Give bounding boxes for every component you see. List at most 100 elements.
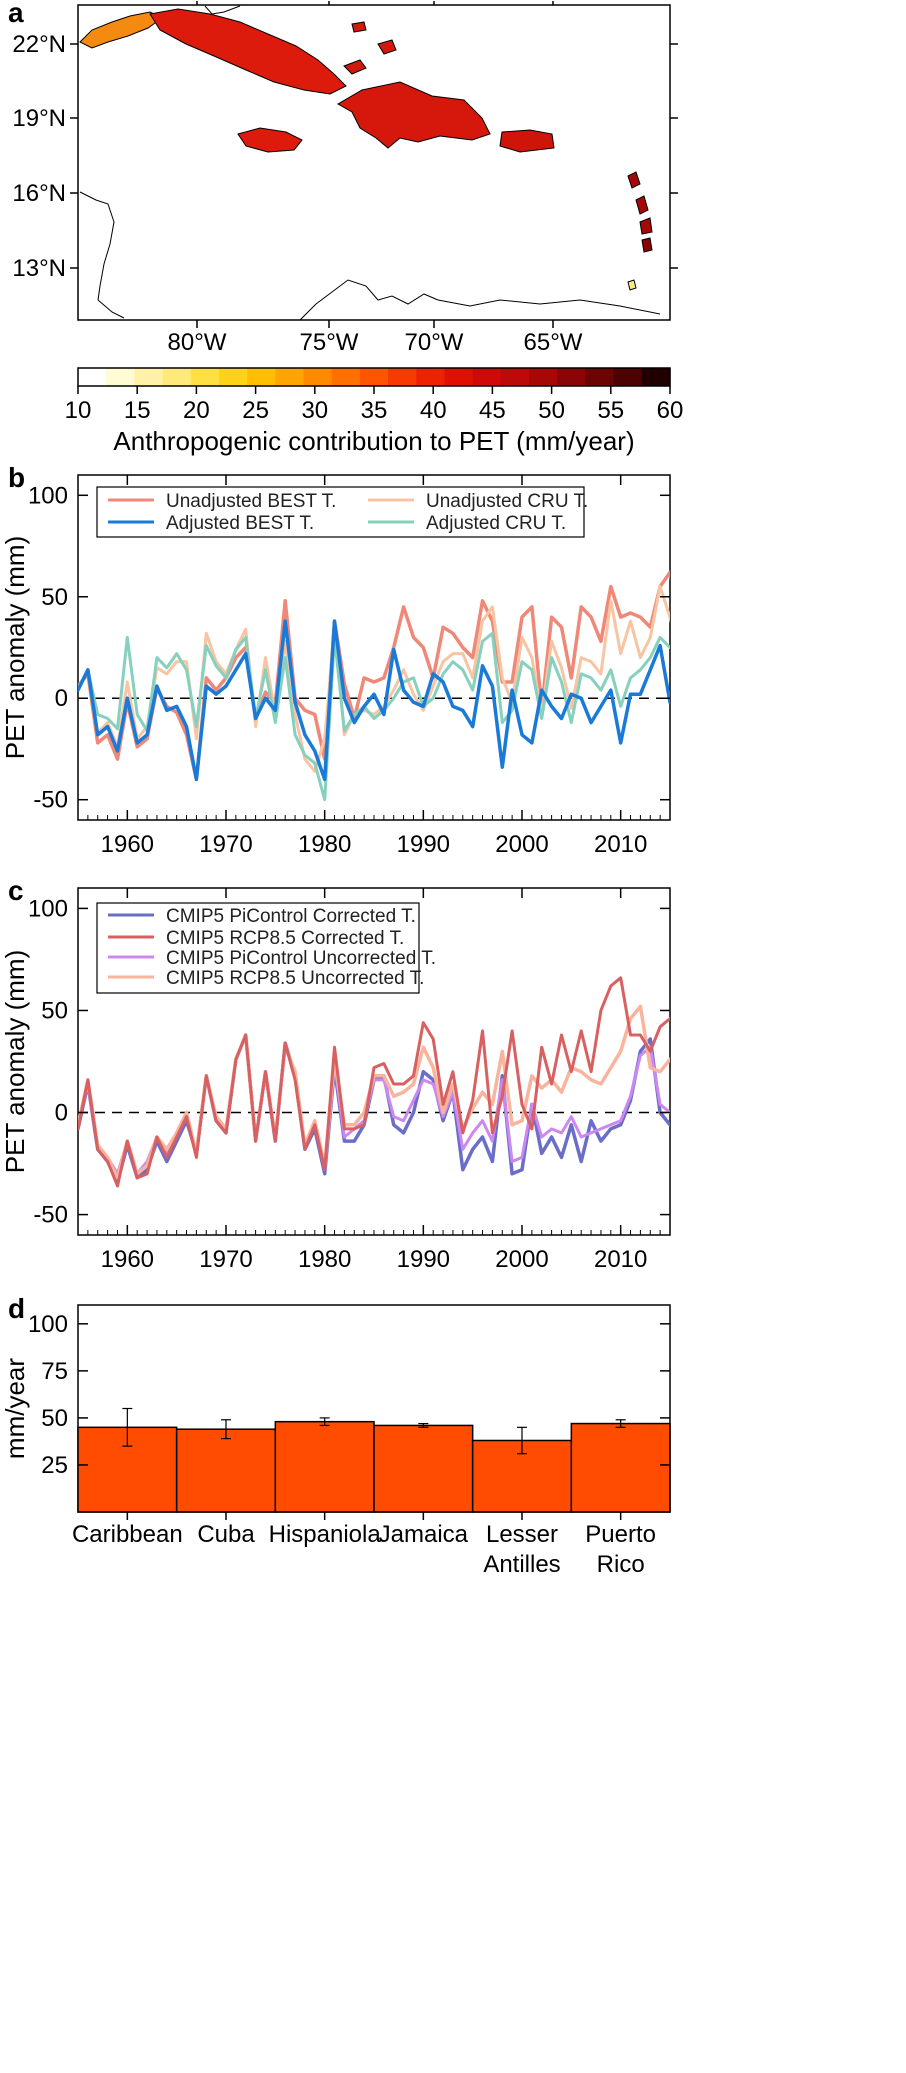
- legend-entry: CMIP5 RCP8.5 Corrected T.: [166, 928, 404, 949]
- colorbar-segment: [275, 368, 305, 386]
- x-tick-label: 2000: [495, 1246, 548, 1273]
- colorbar-segment: [106, 368, 135, 386]
- colorbar-segment: [416, 368, 446, 386]
- lon-tick-label: 75°W: [300, 329, 359, 356]
- series-line-3: [78, 619, 670, 782]
- island-hispaniola: [337, 81, 491, 149]
- island-lesser-5: [627, 279, 637, 291]
- colorbar-label: Anthropogenic contribution to PET (mm/ye…: [113, 426, 634, 456]
- x-tick-label: Jamaica: [379, 1521, 469, 1548]
- series-group: [78, 976, 670, 1188]
- colorbar-tick-label: 30: [301, 397, 328, 424]
- panel-label-b: b: [8, 462, 25, 493]
- x-tick-label: 1980: [298, 1246, 351, 1273]
- bar-5: [570, 1422, 671, 1513]
- coast-florida: [204, 5, 241, 15]
- series-line-2: [78, 1004, 670, 1180]
- colorbar-segment: [359, 368, 389, 386]
- y-axis-label: mm/year: [0, 1358, 30, 1459]
- y-tick-label: 100: [28, 1311, 68, 1338]
- y-tick-label: 100: [28, 482, 68, 509]
- colorbar-segment: [78, 368, 107, 386]
- x-tick-label: Rico: [597, 1551, 645, 1578]
- island-bahamas-3: [351, 21, 367, 33]
- series-line-3: [78, 976, 670, 1188]
- lat-tick-label: 19°N: [12, 105, 66, 132]
- lat-tick-label: 22°N: [12, 31, 66, 58]
- map-frame: [77, 4, 671, 321]
- island-lesser-3: [639, 217, 653, 235]
- colorbar-tick-label: 60: [657, 397, 684, 424]
- legend-entry: Adjusted CRU T.: [426, 513, 566, 534]
- x-tick-label: Hispaniola: [269, 1521, 382, 1548]
- legend-entry: Unadjusted BEST T.: [166, 491, 336, 512]
- x-tick-label: Antilles: [483, 1551, 560, 1578]
- panel-a-map: a 22°N 19°N 16°N 13°N 80°W 75°W 70°W 65°W 10 15 20 2…: [8, 0, 683, 456]
- y-tick-label: 50: [41, 1405, 68, 1432]
- colorbar-tick-label: 50: [538, 397, 565, 424]
- y-axis-label: PET anomaly (mm): [0, 950, 30, 1173]
- legend-entry: Adjusted BEST T.: [166, 513, 314, 534]
- y-tick-label: -50: [33, 1202, 68, 1229]
- y-tick-label: 50: [41, 584, 68, 611]
- coast-honduras: [97, 299, 125, 319]
- island-lesser-2: [635, 195, 649, 215]
- island-puerto-rico: [499, 129, 555, 153]
- coast-colombia: [299, 279, 439, 321]
- x-tick-label: Caribbean: [72, 1521, 183, 1548]
- y-tick-label: 0: [55, 685, 68, 712]
- island-lesser-1: [627, 171, 641, 189]
- lat-tick-label: 13°N: [12, 255, 66, 282]
- x-tick-label: 2000: [495, 831, 548, 858]
- colorbar-segment: [613, 368, 643, 386]
- x-tick-label: 2010: [594, 1246, 647, 1273]
- y-tick-label: 25: [41, 1452, 68, 1479]
- colorbar-segment: [472, 368, 502, 386]
- x-tick-label: 1980: [298, 831, 351, 858]
- colorbar-segment: [388, 368, 417, 386]
- lon-tick-label: 65°W: [524, 329, 583, 356]
- y-tick-label: -50: [33, 787, 68, 814]
- legend-frame: [96, 486, 585, 538]
- y-tick-label: 100: [28, 895, 68, 922]
- panel-label-a: a: [8, 0, 24, 28]
- colorbar-segment: [134, 368, 164, 386]
- colorbar-tick-label: 40: [420, 397, 447, 424]
- colorbar-segment: [557, 368, 587, 386]
- colorbar-segment: [162, 368, 192, 386]
- x-tick-label: 2010: [594, 831, 647, 858]
- lon-tick-label: 80°W: [168, 329, 227, 356]
- colorbar-tick-label: 15: [124, 397, 151, 424]
- x-tick-label: 1990: [397, 831, 450, 858]
- colorbar-segment: [641, 368, 671, 386]
- panel-label-c: c: [8, 875, 24, 906]
- series-group: [78, 570, 670, 802]
- island-bahamas-2: [377, 39, 397, 55]
- x-tick-label: Cuba: [197, 1521, 255, 1548]
- bar-2: [274, 1420, 375, 1513]
- colorbar-segment: [303, 368, 333, 386]
- colorbar-segment: [190, 368, 220, 386]
- island-cuba: [149, 8, 347, 95]
- colorbar-segment: [500, 368, 530, 386]
- colorbar-tick-label: 20: [183, 397, 210, 424]
- panel-c-chart: c 1960 1970 1980 1990 2000 2010 -50 0 50 100 PET an…: [0, 875, 671, 1273]
- y-tick-label: 50: [41, 997, 68, 1024]
- bar-1: [175, 1428, 277, 1513]
- legend-entry: CMIP5 PiControl Uncorrected T.: [166, 948, 436, 969]
- colorbar-segment: [247, 368, 276, 386]
- colorbar-tick-label: 25: [242, 397, 269, 424]
- colorbar-segment: [444, 368, 474, 386]
- y-tick-label: 0: [55, 1100, 68, 1127]
- lon-tick-label: 70°W: [405, 329, 464, 356]
- series-line-2: [78, 631, 670, 802]
- x-tick-label: 1970: [199, 831, 252, 858]
- colorbar-tick-label: 55: [597, 397, 624, 424]
- legend-entry: CMIP5 RCP8.5 Uncorrected T.: [166, 968, 424, 989]
- y-axis-label: PET anomaly (mm): [0, 536, 30, 759]
- legend: CMIP5 PiControl Corrected T.CMIP5 RCP8.5…: [96, 902, 436, 994]
- colorbar-tick-label: 35: [361, 397, 388, 424]
- legend-entry: Unadjusted CRU T.: [426, 491, 588, 512]
- legend-entry: CMIP5 PiControl Corrected T.: [166, 906, 416, 927]
- colorbar-tick-label: 10: [65, 397, 92, 424]
